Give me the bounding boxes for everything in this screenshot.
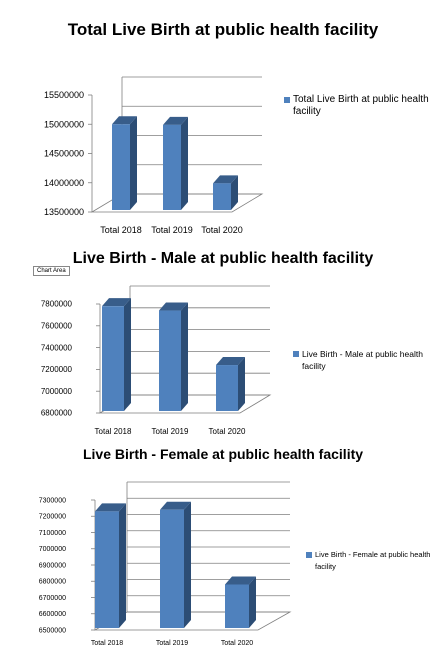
bar-top — [102, 298, 131, 307]
bar-side — [124, 298, 131, 411]
y-tick-label: 7400000 — [41, 343, 73, 352]
plot-area: 6800000 7000000 7200000 7400000 7600000 78000… — [41, 285, 272, 436]
legend-swatch — [306, 552, 312, 558]
bar-top — [159, 302, 188, 311]
y-tick-label: 7600000 — [41, 321, 73, 330]
x-tick-label: Total 2018 — [95, 427, 132, 436]
bar-front — [95, 511, 119, 628]
bar — [216, 357, 245, 411]
bar — [160, 501, 191, 628]
x-tick-label: Total 2019 — [152, 427, 189, 436]
legend: Live Birth - Male at public health facil… — [293, 348, 433, 372]
legend-label: Total Live Birth at public health facili… — [293, 94, 429, 117]
bar-front — [159, 310, 181, 411]
bar-top — [213, 175, 238, 184]
chart-title: Live Birth - Male at public health facil… — [72, 250, 374, 267]
bar-top — [112, 116, 137, 125]
bar-side — [181, 116, 188, 210]
bar-side — [249, 576, 256, 628]
y-tick-label: 15000000 — [44, 119, 84, 129]
y-tick-label: 6800000 — [41, 409, 73, 418]
chart-title: Total Live Birth at public health facili… — [67, 20, 379, 39]
y-tick-label: 6700000 — [39, 595, 66, 602]
y-tick-label: 7100000 — [39, 530, 66, 537]
y-tick-label: 6600000 — [39, 611, 66, 618]
bar-front — [213, 183, 231, 210]
legend-swatch — [293, 351, 299, 357]
chart-total-live-birth: Total Live Birth at public health facili… — [0, 0, 446, 238]
legend: Total Live Birth at public health facili… — [284, 94, 434, 118]
bar-front — [102, 306, 124, 411]
bar — [102, 298, 131, 411]
bar — [225, 576, 256, 628]
y-tick-label: 14000000 — [44, 178, 84, 188]
chart-male-live-birth: Chart Area Live Birth - Male at public h… — [0, 238, 446, 436]
legend-label: Live Birth - Male at public health facil… — [302, 349, 423, 371]
y-tick-label: 7000000 — [41, 387, 73, 396]
x-tick-label: Total 2019 — [156, 640, 188, 647]
bar-front — [163, 124, 181, 210]
chart-female-live-birth: Live Birth - Female at public health fac… — [0, 436, 446, 656]
legend-swatch — [284, 97, 290, 103]
x-tick-label: Total 2020 — [221, 640, 253, 647]
bar-side — [130, 116, 137, 210]
plot-area: 13500000 14000000 14500000 15000000 15500000… — [44, 76, 264, 235]
legend: Live Birth - Female at public health fac… — [306, 549, 434, 573]
bar-top — [160, 501, 191, 510]
bar-side — [238, 357, 245, 411]
bar — [95, 503, 126, 628]
bar-front — [112, 124, 130, 210]
plot-area: 6500000 6600000 6700000 6800000 6900000 70000… — [39, 481, 292, 647]
x-tick-label: Total 2019 — [151, 225, 193, 235]
y-tick-label: 6500000 — [39, 627, 66, 634]
bar — [159, 302, 188, 411]
y-tick-label: 7200000 — [39, 514, 66, 521]
bar-front — [216, 365, 238, 411]
x-tick-label: Total 2018 — [91, 640, 123, 647]
bar-top — [95, 503, 126, 512]
y-tick-label: 7200000 — [41, 365, 73, 374]
bar-top — [163, 116, 188, 125]
bar-top — [225, 576, 256, 585]
bar-side — [184, 501, 191, 628]
bar — [163, 116, 188, 210]
y-tick-label: 7000000 — [39, 546, 66, 553]
y-tick-label: 15500000 — [44, 90, 84, 100]
x-tick-label: Total 2020 — [201, 225, 243, 235]
chart-title: Live Birth - Female at public health fac… — [82, 446, 364, 462]
bar-front — [225, 584, 249, 628]
legend-label: Live Birth - Female at public health fac… — [315, 550, 431, 571]
bar-side — [231, 175, 238, 210]
x-tick-label: Total 2020 — [209, 427, 246, 436]
chart-area-tooltip: Chart Area — [33, 266, 70, 276]
y-tick-label: 14500000 — [44, 149, 84, 159]
y-tick-label: 7800000 — [41, 300, 73, 309]
y-tick-label: 13500000 — [44, 207, 84, 217]
y-tick-label: 7300000 — [39, 497, 66, 504]
bar-top — [216, 357, 245, 366]
bar-front — [160, 509, 184, 628]
y-tick-label: 6900000 — [39, 562, 66, 569]
bar-side — [119, 503, 126, 628]
bar-side — [181, 302, 188, 411]
bar — [112, 116, 137, 210]
x-tick-label: Total 2018 — [100, 225, 142, 235]
y-tick-label: 6800000 — [39, 579, 66, 586]
bar — [213, 175, 238, 210]
